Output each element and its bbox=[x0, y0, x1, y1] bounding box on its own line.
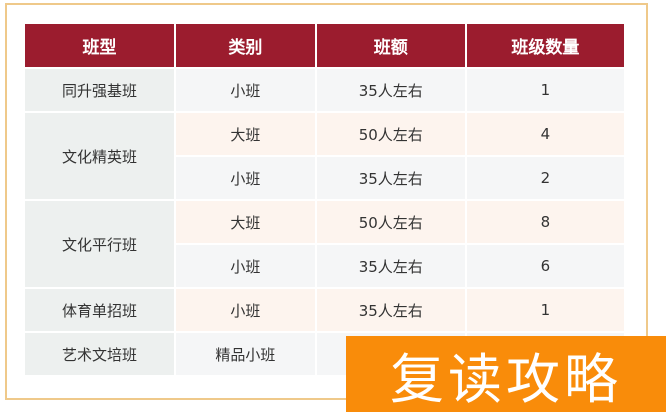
category-cell: 小班 bbox=[176, 69, 315, 111]
count-cell: 1 bbox=[466, 69, 624, 111]
table-row: 文化精英班 大班 50人左右 4 bbox=[25, 113, 624, 199]
count-cell: 1 bbox=[466, 289, 624, 331]
table-row: 小班 35人左右 2 bbox=[25, 157, 624, 199]
table-row: 体育单招班 小班 35人左右 1 bbox=[25, 289, 624, 331]
size-cell: 35人左右 bbox=[316, 289, 465, 331]
size-cell: 35人左右 bbox=[316, 245, 465, 287]
category-cell: 大班 bbox=[176, 113, 315, 155]
size-cell: 35人左右 bbox=[316, 69, 465, 111]
header-cell: 类别 bbox=[176, 24, 315, 67]
count-cell: 8 bbox=[466, 201, 624, 243]
type-cell: 体育单招班 bbox=[25, 289, 174, 331]
header-cell: 班额 bbox=[316, 24, 465, 67]
class-table: 班型 类别 班额 班级数量 同升强基班 小班 35人左右 1 文化精英班 大班 … bbox=[23, 22, 626, 377]
header-cell: 班型 bbox=[25, 24, 174, 67]
table-row: 文化平行班 大班 50人左右 8 bbox=[25, 201, 624, 287]
type-cell: 同升强基班 bbox=[25, 69, 174, 111]
size-cell: 50人左右 bbox=[316, 113, 465, 155]
table-row: 同升强基班 小班 35人左右 1 bbox=[25, 69, 624, 111]
count-cell: 6 bbox=[466, 245, 624, 287]
type-cell: 文化精英班 bbox=[25, 113, 174, 199]
header-cell: 班级数量 bbox=[466, 24, 624, 67]
type-cell: 文化平行班 bbox=[25, 201, 174, 287]
count-cell: 4 bbox=[466, 113, 624, 155]
header-row: 班型 类别 班额 班级数量 bbox=[25, 24, 624, 67]
category-cell: 小班 bbox=[176, 289, 315, 331]
count-cell: 2 bbox=[466, 157, 624, 199]
banner: 复读攻略 bbox=[346, 336, 666, 412]
table-row: 小班 35人左右 6 bbox=[25, 245, 624, 287]
category-cell: 小班 bbox=[176, 157, 315, 199]
size-cell: 35人左右 bbox=[316, 157, 465, 199]
category-cell: 小班 bbox=[176, 245, 315, 287]
category-cell: 大班 bbox=[176, 201, 315, 243]
category-cell: 精品小班 bbox=[176, 333, 315, 375]
type-cell: 艺术文培班 bbox=[25, 333, 174, 375]
size-cell: 50人左右 bbox=[316, 201, 465, 243]
